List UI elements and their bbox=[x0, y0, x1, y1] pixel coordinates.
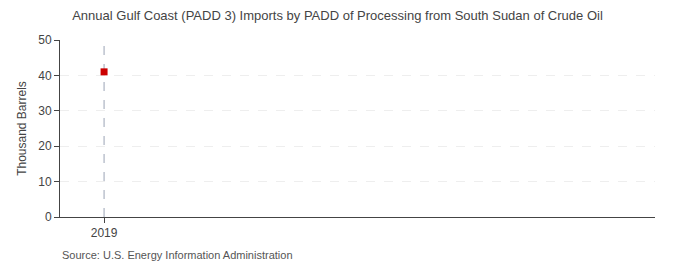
svg-text:2019: 2019 bbox=[91, 226, 118, 240]
svg-text:0: 0 bbox=[45, 210, 52, 224]
svg-text:50: 50 bbox=[38, 33, 52, 47]
svg-text:Thousand Barrels: Thousand Barrels bbox=[15, 81, 29, 176]
svg-text:30: 30 bbox=[38, 104, 52, 118]
svg-text:Annual Gulf Coast (PADD 3) Imp: Annual Gulf Coast (PADD 3) Imports by PA… bbox=[72, 8, 603, 23]
svg-text:20: 20 bbox=[38, 139, 52, 153]
svg-text:Source: U.S. Energy Informatio: Source: U.S. Energy Information Administ… bbox=[62, 249, 293, 261]
svg-text:40: 40 bbox=[38, 69, 52, 83]
svg-text:10: 10 bbox=[38, 175, 52, 189]
